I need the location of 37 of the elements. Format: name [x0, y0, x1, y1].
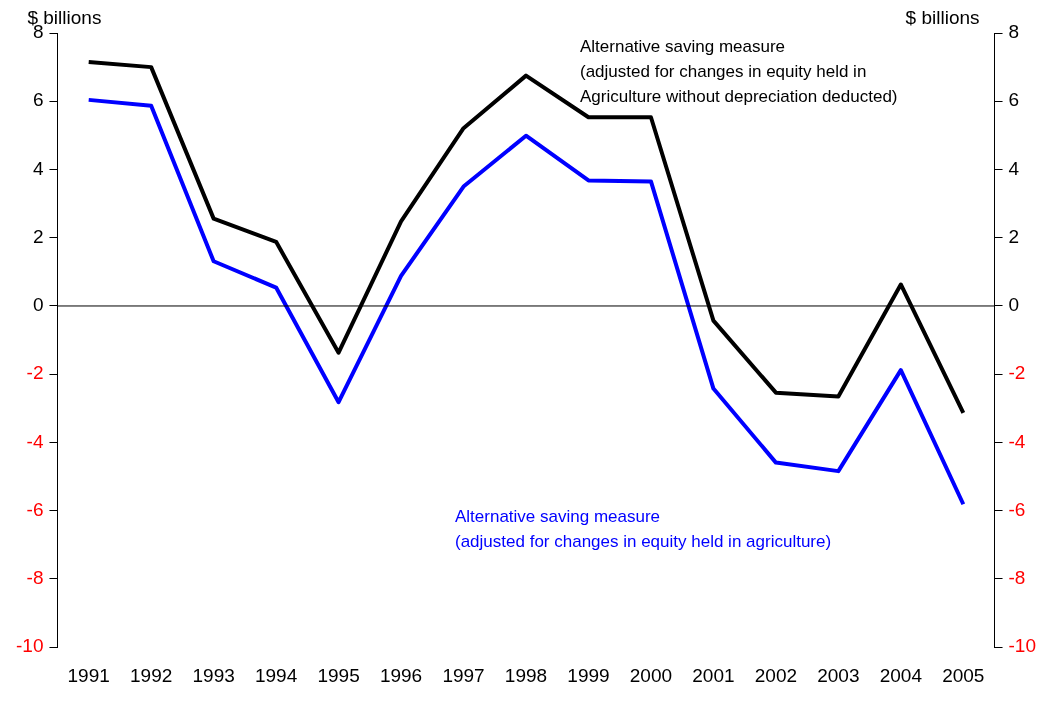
y-tick-label: -4: [26, 430, 44, 452]
x-tick-label: 2005: [942, 664, 985, 686]
y-tick-label: 0: [32, 294, 44, 316]
series-label: Alternative saving measure (adjusted for changes in equity held in Agriculture without depreciation deducted): [580, 36, 898, 106]
y-tick-label: 4: [32, 157, 44, 179]
text: Alternative saving measure (adjusted for changes in equity held in agriculture): [455, 506, 832, 551]
y2-axis-title: $ billions: [905, 7, 980, 29]
y2-tick-label: -2: [1008, 362, 1026, 384]
x-tick-label: 1996: [379, 664, 423, 686]
x-tick-label: 2000: [629, 664, 673, 686]
x-tick-label: 1997: [442, 664, 485, 686]
y-tick-label: -6: [26, 498, 44, 520]
x-tick-label: 1995: [317, 664, 360, 686]
x-tick-label: 1991: [67, 664, 110, 686]
x-tick-label: 1994: [254, 664, 298, 686]
y2-tick-label: -10: [1008, 635, 1037, 657]
y2-tick-label: 4: [1008, 157, 1020, 179]
y2-tick-label: -4: [1008, 430, 1026, 452]
y2-tick-label: 8: [1008, 21, 1020, 43]
y2-tick-label: 6: [1008, 89, 1020, 111]
x-tick-label: 1993: [192, 664, 235, 686]
y2-tick-label: -6: [1008, 498, 1026, 520]
x-tick-label: 1999: [567, 664, 610, 686]
y-tick-label: -2: [26, 362, 44, 384]
y2-tick-label: -8: [1008, 567, 1026, 589]
y-tick-label: -10: [15, 635, 44, 657]
x-tick-label: 1992: [130, 664, 173, 686]
x-tick-label: 1998: [504, 664, 548, 686]
y2-tick-label: 2: [1008, 225, 1020, 247]
x-tick-label: 2003: [817, 664, 860, 686]
y2-tick-label: 0: [1008, 294, 1020, 316]
y-tick-label: 2: [32, 225, 44, 247]
x-tick-label: 2001: [692, 664, 735, 686]
y-tick-label: -8: [26, 567, 44, 589]
y-tick-label: 6: [32, 89, 44, 111]
x-tick-label: 2002: [754, 664, 798, 686]
x-tick-label: 2004: [879, 664, 923, 686]
